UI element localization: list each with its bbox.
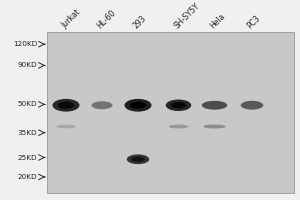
Text: Hela: Hela xyxy=(208,11,227,30)
Ellipse shape xyxy=(131,157,145,162)
Text: SH-SY5Y: SH-SY5Y xyxy=(172,1,201,30)
Text: 293: 293 xyxy=(132,13,148,30)
Text: 120KD: 120KD xyxy=(13,41,38,47)
Ellipse shape xyxy=(241,101,263,110)
Text: PC3: PC3 xyxy=(246,13,262,30)
Ellipse shape xyxy=(130,102,146,109)
Ellipse shape xyxy=(127,154,149,164)
Ellipse shape xyxy=(58,102,74,109)
Ellipse shape xyxy=(171,102,186,108)
Text: 35KD: 35KD xyxy=(18,130,38,136)
Ellipse shape xyxy=(169,125,188,128)
Ellipse shape xyxy=(202,101,227,110)
Text: 20KD: 20KD xyxy=(18,174,38,180)
Text: 50KD: 50KD xyxy=(18,101,38,107)
Ellipse shape xyxy=(166,100,191,111)
Text: 90KD: 90KD xyxy=(18,62,38,68)
Text: 25KD: 25KD xyxy=(18,155,38,161)
Ellipse shape xyxy=(92,101,112,109)
Ellipse shape xyxy=(124,99,152,112)
Ellipse shape xyxy=(56,125,76,128)
Text: HL-60: HL-60 xyxy=(96,8,118,30)
Ellipse shape xyxy=(203,125,226,128)
Ellipse shape xyxy=(52,99,80,112)
Bar xyxy=(46,32,294,193)
Text: Jurkat: Jurkat xyxy=(60,8,82,30)
